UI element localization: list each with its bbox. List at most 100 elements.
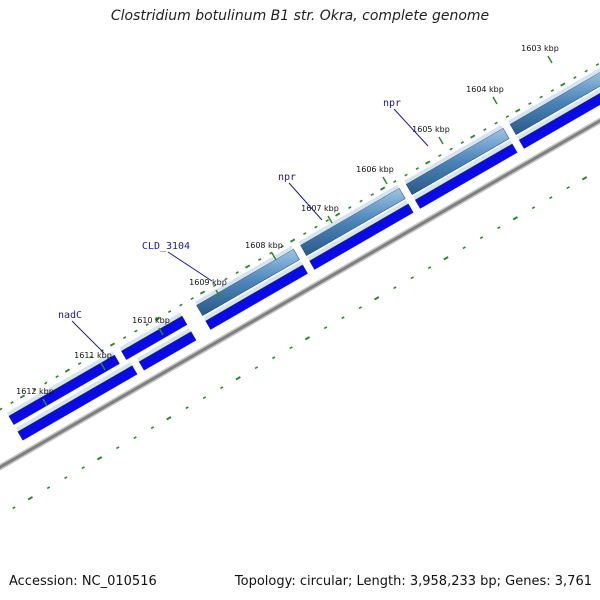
inner-tick <box>12 506 16 510</box>
outer-tick <box>359 199 363 203</box>
reverse-gene-edge <box>307 200 409 261</box>
tick-mark <box>42 398 48 407</box>
tick-labels: 1603 kbp 1604 kbp 1605 kbp 1606 kbp 1607 kbp… <box>16 44 559 407</box>
outer-tick <box>595 63 600 67</box>
backbone-line <box>0 119 600 469</box>
tick-mark <box>492 96 498 105</box>
backbone-shadow <box>0 117 600 471</box>
outer-tick <box>334 212 341 217</box>
outer-tick <box>460 141 465 145</box>
inner-tick <box>271 356 276 360</box>
map-title: Clostridium botulinum B1 str. Okra, comp… <box>110 8 490 24</box>
outer-tick <box>44 381 48 385</box>
tick-mark <box>158 327 164 336</box>
outer-tick <box>224 277 228 281</box>
tick-label: 1611 kbp <box>74 351 112 360</box>
outer-tick <box>199 290 206 295</box>
outer-tick <box>64 368 71 373</box>
inner-tick <box>566 186 570 190</box>
outer-tick <box>77 362 82 366</box>
tick-label: 1612 kbp <box>16 387 54 396</box>
outer-tick <box>425 160 431 165</box>
outer-tick <box>550 89 555 93</box>
outer-tick <box>190 297 194 301</box>
tick-label: 1608 kbp <box>245 241 283 250</box>
inner-tick <box>46 486 51 490</box>
outer-tick <box>470 134 476 139</box>
tick-mark <box>382 176 388 185</box>
outer-tick <box>584 69 588 73</box>
outer-tick <box>134 329 138 333</box>
outer-tick <box>32 388 37 392</box>
outer-tick <box>55 375 59 379</box>
inner-tick <box>254 366 259 370</box>
outer-tick <box>10 401 14 405</box>
gene-label: npr <box>383 98 401 109</box>
reverse-gene-edge <box>137 328 191 362</box>
topology-text: Topology: circular; Length: 3,958,233 bp… <box>234 574 592 589</box>
gene-leader-line <box>71 320 105 354</box>
outer-tick <box>438 154 442 158</box>
outer-tick <box>122 336 127 340</box>
outer-tick <box>269 251 273 255</box>
inner-tick <box>235 376 241 381</box>
inner-tick <box>323 326 328 330</box>
outer-tick <box>109 342 116 347</box>
outer-tick <box>539 95 543 99</box>
tick-mark <box>271 252 277 261</box>
outer-tick <box>179 303 183 307</box>
outer-tick <box>449 147 453 151</box>
gene-track[interactable] <box>6 66 600 441</box>
inner-tick <box>393 286 397 290</box>
inner-tick <box>531 206 536 210</box>
outer-tick <box>515 108 521 113</box>
inner-tick <box>374 296 380 301</box>
reverse-gene-edge <box>413 140 513 200</box>
outer-tick <box>289 238 296 243</box>
outer-tick <box>483 128 487 132</box>
tick-label: 1607 kbp <box>301 204 339 213</box>
inner-tick <box>202 396 207 400</box>
outer-tick <box>505 115 510 119</box>
tick-mark <box>547 55 553 64</box>
inner-tick <box>479 236 484 240</box>
tick-label: 1610 kbp <box>132 316 170 325</box>
outer-tick <box>280 245 284 249</box>
inner-tick <box>581 176 588 181</box>
tick-label: 1604 kbp <box>466 85 504 94</box>
outer-tick <box>314 225 318 229</box>
inner-tick <box>341 316 345 320</box>
inner-tick <box>64 476 68 480</box>
tick-mark <box>438 136 444 145</box>
inner-tick <box>549 196 553 200</box>
inner-tick <box>81 466 85 470</box>
outer-tick <box>404 173 408 177</box>
reverse-gene-edge <box>517 88 600 140</box>
reverse-gene-edge <box>6 351 115 416</box>
outer-tick <box>19 394 26 399</box>
inner-tick <box>150 426 155 430</box>
inner-tick <box>185 406 189 410</box>
outer-tick <box>244 264 251 269</box>
gene-label: nadC <box>58 310 82 321</box>
inner-tick <box>358 306 362 310</box>
gene-labels: npr npr CLD_3104 nadC <box>58 98 429 354</box>
outer-tick <box>89 355 93 359</box>
outer-tick <box>573 76 577 80</box>
forward-gene-edge <box>298 184 400 246</box>
tick-mark <box>100 362 106 371</box>
outer-tick <box>303 232 307 236</box>
tick-mark <box>327 215 333 224</box>
reverse-gene <box>138 331 197 371</box>
outer-tick <box>560 82 566 87</box>
forward-gene-edge <box>508 67 600 125</box>
gene-leader-line <box>288 182 323 221</box>
outer-tick <box>380 186 386 191</box>
outer-tick <box>528 102 532 106</box>
outer-tick <box>325 219 329 223</box>
gene-label: npr <box>278 172 296 183</box>
outer-tick <box>494 121 498 125</box>
inner-tick <box>427 266 432 270</box>
outer-tick <box>348 206 352 210</box>
